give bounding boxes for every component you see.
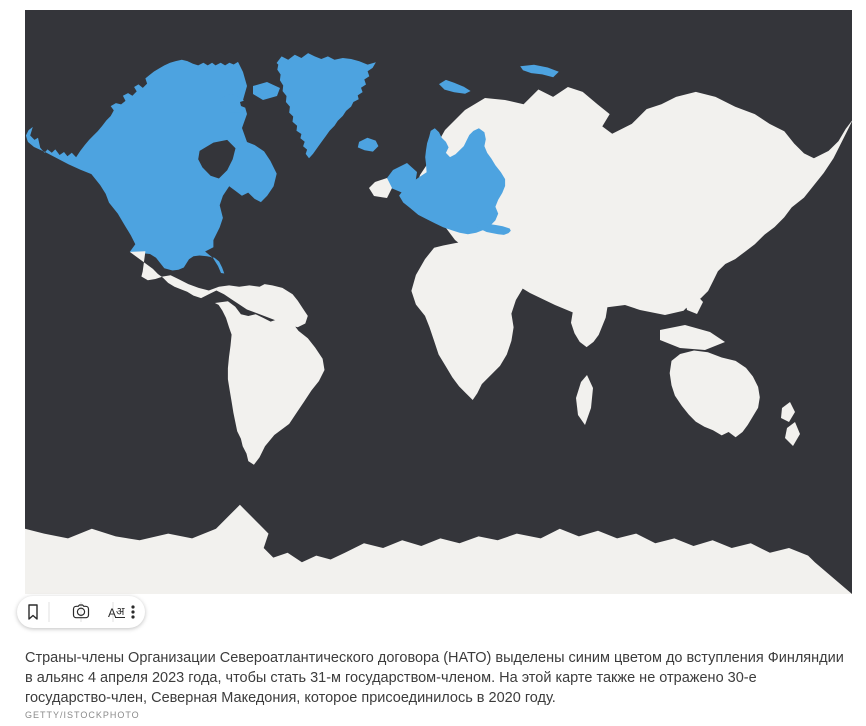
svg-text:A: A	[108, 606, 116, 620]
svg-text:अ: अ	[116, 606, 125, 618]
